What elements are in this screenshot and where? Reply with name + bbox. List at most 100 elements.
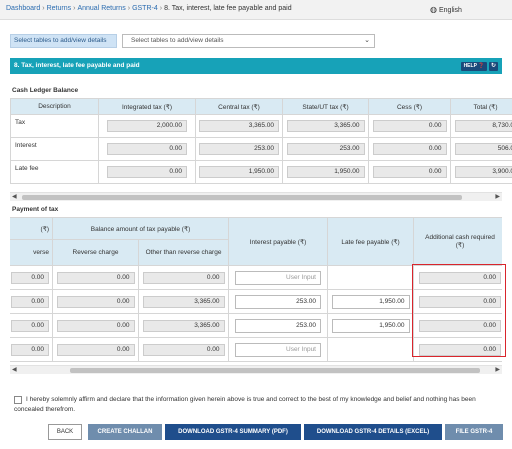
late-fee-payable-input[interactable]: 1,950.00 — [331, 294, 410, 309]
additional-cash-value: 0.00 — [419, 319, 501, 332]
breadcrumb-separator: › — [127, 5, 131, 12]
total-value: 506.0 — [455, 143, 512, 155]
other-than-reverse-value: 3,365.00 — [142, 295, 225, 308]
table-row: Late fee 0.00 1,950.00 1,950.00 0.00 3,9… — [10, 160, 512, 184]
language-label: English — [438, 7, 462, 14]
col-header-late-fee-payable: Late fee payable (₹) — [327, 217, 414, 266]
payment-table-viewport: (₹) Balance amount of tax payable (₹) In… — [10, 217, 502, 362]
additional-cash-value: 0.00 — [419, 271, 501, 284]
chevron-down-icon: ⌄ — [364, 37, 370, 44]
scroll-right-icon[interactable]: ▶ — [495, 194, 500, 200]
breadcrumb-current: 8. Tax, interest, late fee payable and p… — [164, 5, 292, 12]
download-details-button[interactable]: DOWNLOAD GSTR-4 DETAILS (EXCEL) — [304, 424, 442, 440]
table-row: 0.00 0.00 0.00 User Input 0.00 — [10, 265, 502, 290]
reverse-charge-value: 0.00 — [56, 271, 135, 284]
table-selector-placeholder: Select tables to add/view details — [131, 37, 224, 44]
breadcrumb: Dashboard › Returns › Annual Returns › GSTR-4 ›… — [6, 5, 292, 12]
col-header-integrated-tax: Integrated tax (₹) — [98, 98, 196, 115]
other-than-reverse-value: 0.00 — [142, 271, 225, 284]
scrollbar-thumb[interactable] — [70, 368, 480, 373]
table-row: 0.00 0.00 3,365.00 253.00 1,950.00 0.00 — [10, 289, 502, 314]
cess-value: 0.00 — [372, 166, 447, 178]
interest-payable-input[interactable]: User Input — [235, 270, 321, 285]
breadcrumb-separator: › — [159, 5, 163, 12]
create-challan-button[interactable]: CREATE CHALLAN — [88, 424, 162, 440]
state-tax-value: 253.00 — [286, 143, 365, 155]
breadcrumb-gstr4[interactable]: GSTR-4 — [132, 5, 158, 12]
state-tax-value: 1,950.00 — [286, 166, 365, 178]
additional-cash-value: 0.00 — [419, 343, 501, 356]
table-row: 0.00 0.00 3,365.00 253.00 1,950.00 0.00 — [10, 313, 502, 338]
interest-payable-input[interactable]: 253.00 — [235, 318, 321, 333]
cess-value: 0.00 — [372, 120, 447, 132]
table-selector-dropdown[interactable]: Select tables to add/view details ⌄ — [122, 34, 375, 48]
breadcrumb-separator: › — [42, 5, 45, 12]
row-label-late-fee: Late fee — [10, 160, 99, 184]
breadcrumb-dashboard[interactable]: Dashboard — [6, 5, 41, 12]
other-than-reverse-value: 3,365.00 — [142, 319, 225, 332]
col-header-reverse-charge: Reverse charge — [52, 239, 139, 266]
declaration-checkbox[interactable] — [14, 396, 22, 404]
interest-payable-input[interactable]: 253.00 — [235, 294, 321, 309]
payment-title: Payment of tax — [12, 206, 59, 213]
interest-payable-input[interactable]: User Input — [235, 342, 321, 357]
reverse-charge-value: 0.00 — [56, 295, 135, 308]
total-value: 3,900.0 — [455, 166, 512, 178]
col-header-description: Description — [10, 98, 99, 115]
col-header-col0-top: (₹) — [10, 217, 53, 240]
table-selector-label: Select tables to add/view details — [10, 34, 117, 48]
breadcrumb-annual-returns[interactable]: Annual Returns — [77, 5, 126, 12]
col0-value: 0.00 — [11, 295, 49, 308]
integrated-tax-value: 0.00 — [107, 166, 187, 178]
col-header-total: Total (₹) — [450, 98, 512, 115]
reverse-charge-value: 0.00 — [56, 343, 135, 356]
integrated-tax-value: 0.00 — [107, 143, 187, 155]
refresh-icon[interactable]: ↻ — [489, 62, 498, 71]
cash-ledger-title: Cash Ledger Balance — [12, 87, 79, 94]
row-label-tax: Tax — [10, 114, 99, 138]
integrated-tax-value: 2,000.00 — [107, 120, 187, 132]
cash-ledger-scrollbar[interactable]: ◀ ▶ — [10, 192, 502, 201]
col-header-central-tax: Central tax (₹) — [195, 98, 283, 115]
payment-scrollbar[interactable]: ◀ ▶ — [10, 365, 502, 374]
section-header: 8. Tax, interest, late fee payable and p… — [10, 58, 502, 74]
scroll-right-icon[interactable]: ▶ — [495, 367, 500, 373]
download-summary-button[interactable]: DOWNLOAD GSTR-4 SUMMARY (PDF) — [165, 424, 301, 440]
table-row: Interest 0.00 253.00 253.00 0.00 506.0 — [10, 137, 512, 161]
col-header-interest-payable: Interest payable (₹) — [228, 217, 328, 266]
state-tax-value: 3,365.00 — [286, 120, 365, 132]
col-header-additional-cash: Additional cash required (₹) — [413, 217, 502, 266]
breadcrumb-returns[interactable]: Returns — [46, 5, 72, 12]
col-header-state-tax: State/UT tax (₹) — [282, 98, 369, 115]
payment-table: (₹) Balance amount of tax payable (₹) In… — [10, 217, 502, 362]
additional-cash-highlight — [412, 264, 506, 357]
language-selector[interactable]: ◍ English — [430, 5, 462, 14]
declaration-text: I hereby solemnly affirm and declare tha… — [14, 396, 476, 413]
col-header-balance-group: Balance amount of tax payable (₹) — [52, 217, 229, 240]
additional-cash-value: 0.00 — [419, 295, 501, 308]
file-gstr4-button[interactable]: FILE GSTR-4 — [445, 424, 503, 440]
col0-value: 0.00 — [11, 271, 49, 284]
central-tax-value: 3,365.00 — [199, 120, 279, 132]
table-row: 0.00 0.00 0.00 User Input 0.00 — [10, 337, 502, 362]
col0-value: 0.00 — [11, 319, 49, 332]
col0-value: 0.00 — [11, 343, 49, 356]
scrollbar-thumb[interactable] — [22, 195, 462, 200]
other-than-reverse-value: 0.00 — [142, 343, 225, 356]
col-header-col0-bottom: verse — [10, 239, 53, 266]
col-header-other-than-reverse: Other than reverse charge — [138, 239, 229, 266]
row-label-interest: Interest — [10, 137, 99, 161]
back-button[interactable]: BACK — [48, 424, 82, 440]
late-fee-payable-input[interactable]: 1,950.00 — [331, 318, 410, 333]
col-header-cess: Cess (₹) — [368, 98, 451, 115]
table-row: Tax 2,000.00 3,365.00 3,365.00 0.00 8,73… — [10, 114, 512, 138]
cash-ledger-table: Description Integrated tax (₹) Central t… — [10, 98, 512, 184]
scroll-left-icon[interactable]: ◀ — [12, 194, 17, 200]
help-button[interactable]: HELP ❓ — [461, 62, 487, 71]
top-bar: Dashboard › Returns › Annual Returns › GSTR-4 ›… — [0, 0, 512, 20]
central-tax-value: 253.00 — [199, 143, 279, 155]
section-title: 8. Tax, interest, late fee payable and p… — [14, 62, 140, 69]
total-value: 8,730.0 — [455, 120, 512, 132]
globe-icon: ◍ — [430, 5, 437, 14]
scroll-left-icon[interactable]: ◀ — [12, 367, 17, 373]
